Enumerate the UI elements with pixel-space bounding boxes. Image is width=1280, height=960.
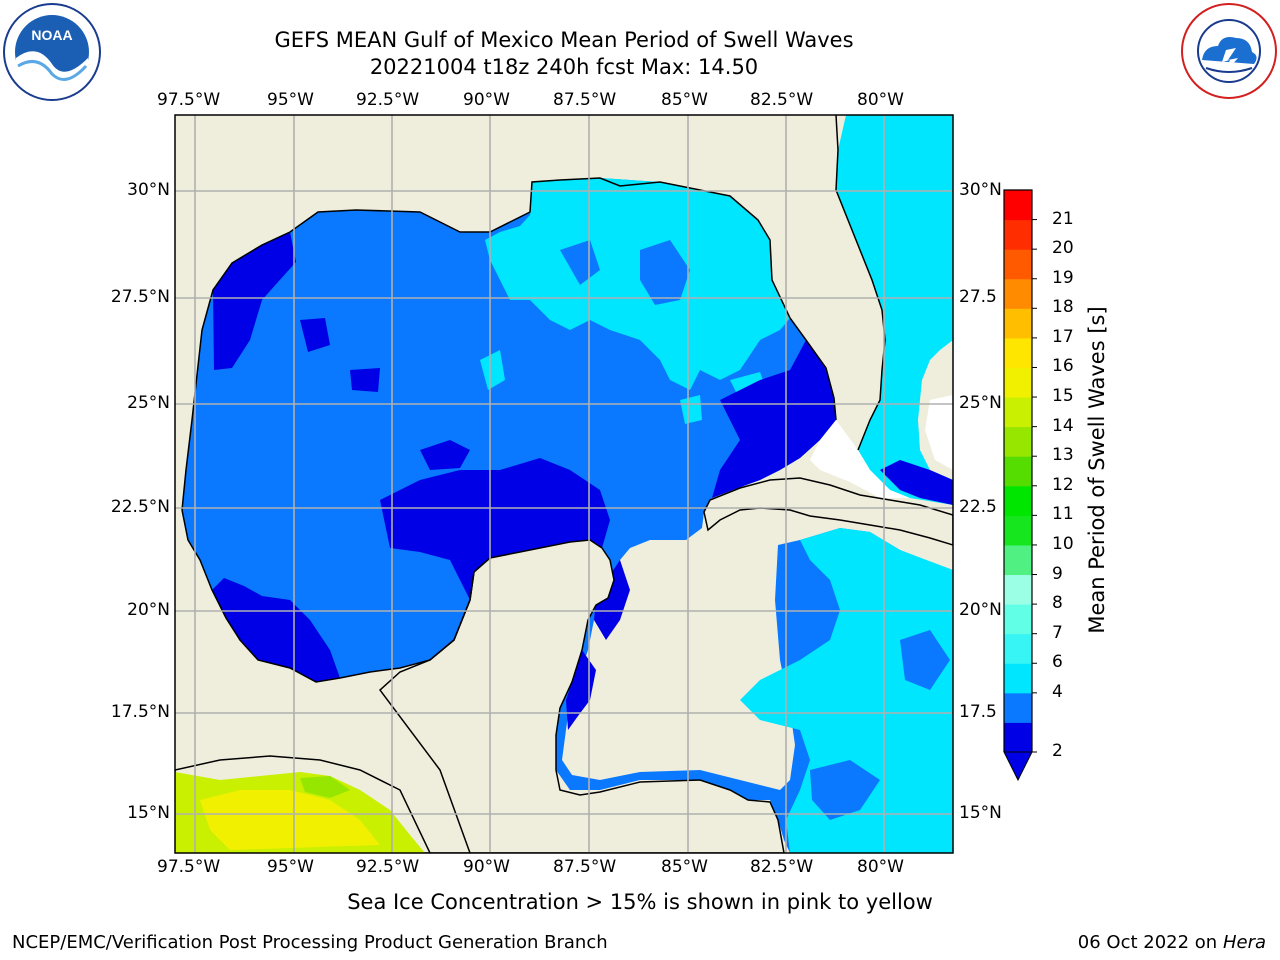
lon-label-bottom: 92.5°W	[356, 857, 420, 877]
colorbar-segment	[1004, 190, 1032, 221]
colorbar-tick-label: 14	[1052, 415, 1074, 436]
colorbar-segment	[1004, 604, 1032, 635]
lat-label-left: 27.5°N	[110, 287, 170, 307]
footer-credit: NCEP/EMC/Verification Post Processing Pr…	[12, 932, 608, 953]
colorbar-tick-label: 13	[1052, 445, 1074, 466]
lat-label-left: 20°N	[127, 600, 170, 620]
cuba-land	[703, 477, 953, 546]
cyan-swell-patch	[485, 178, 790, 390]
colorbar-tick-label: 20	[1052, 238, 1074, 259]
chart-subtitle: 20221004 t18z 240h fcst Max: 14.50	[369, 55, 759, 79]
lon-label-top: 90°W	[463, 90, 510, 110]
lon-label-bottom: 95°W	[267, 857, 314, 877]
lon-label-bottom: 82.5°W	[750, 857, 814, 877]
lat-label-left: 15°N	[127, 803, 170, 823]
lat-label-right: 17.5	[959, 702, 997, 722]
colorbar-segment	[1004, 397, 1032, 428]
colorbar-tick-label: 12	[1052, 474, 1074, 495]
dark-blue-patch	[213, 232, 296, 370]
atlantic-swell-field	[836, 115, 953, 505]
colorbar-tick-label: 4	[1052, 681, 1063, 702]
lon-label-bottom: 87.5°W	[553, 857, 617, 877]
colorbar-segment	[1004, 663, 1032, 694]
colorbar-tick-label: 17	[1052, 326, 1074, 347]
lon-label-bottom: 90°W	[463, 857, 510, 877]
yucatan-land	[175, 539, 785, 853]
colorbar-extend-arrow	[1003, 751, 1033, 782]
colorbar-segment	[1004, 633, 1032, 664]
colorbar-segment	[1004, 692, 1032, 723]
map-frame	[174, 114, 954, 854]
lon-label-top: 85°W	[661, 90, 708, 110]
colorbar-tick-label: 21	[1052, 208, 1074, 229]
lat-label-right: 27.5	[959, 287, 997, 307]
lon-label-top: 87.5°W	[553, 90, 617, 110]
lat-label-left: 25°N	[127, 393, 170, 413]
colorbar-tick-label: 6	[1052, 652, 1063, 673]
colorbar-segment	[1004, 515, 1032, 546]
lat-label-right: 25°N	[959, 393, 1002, 413]
lat-label-right: 20°N	[959, 600, 1002, 620]
colorbar-tick-label: 16	[1052, 356, 1074, 377]
colorbar-tick-label: 2	[1052, 741, 1063, 761]
colorbar-tick-label: 10	[1052, 533, 1074, 554]
colorbar-segment	[1004, 308, 1032, 339]
colorbar-tick-label: 15	[1052, 386, 1074, 407]
lat-label-left: 30°N	[127, 180, 170, 200]
footer-date: 06 Oct 2022 on Hera	[1078, 932, 1266, 953]
caribbean-cyan	[740, 528, 953, 853]
chart-title: GEFS MEAN Gulf of Mexico Mean Period of …	[274, 28, 854, 52]
colorbar-frame	[1003, 189, 1033, 752]
map-gridlines	[175, 115, 953, 853]
colorbar-segment	[1004, 337, 1032, 368]
lon-label-top: 92.5°W	[356, 90, 420, 110]
colorbar-segment	[1004, 485, 1032, 516]
noaa-logo-text: NOAA	[31, 27, 72, 43]
lon-label-top: 80°W	[857, 90, 904, 110]
lat-label-left: 22.5°N	[110, 497, 170, 517]
lat-label-right: 22.5	[959, 497, 997, 517]
colorbar-segment	[1004, 426, 1032, 457]
colorbar-segment	[1004, 722, 1032, 753]
lon-label-bottom: 85°W	[661, 857, 708, 877]
colorbar-tick-label: 8	[1052, 593, 1063, 614]
noaa-logo: NOAA	[2, 2, 102, 102]
nws-logo	[1180, 2, 1278, 100]
coastline	[181, 177, 837, 511]
colorbar-tick-label: 19	[1052, 267, 1074, 288]
lon-label-bottom: 80°W	[857, 857, 904, 877]
colorbar-segment	[1004, 278, 1032, 309]
colorbar-segment	[1004, 544, 1032, 576]
colorbar-segment	[1004, 456, 1032, 487]
lat-label-right: 15°N	[959, 803, 1002, 823]
colorbar-tick-label: 7	[1052, 622, 1063, 643]
colorbar-segment	[1004, 249, 1032, 280]
colorbar-segment	[1004, 219, 1032, 250]
colorbar-tick-label: 11	[1052, 504, 1074, 525]
colorbar-tick-label: 9	[1052, 563, 1063, 584]
colorbar-segment	[1004, 367, 1032, 398]
lon-label-bottom: 97.5°W	[157, 857, 221, 877]
colorbar-segment	[1004, 574, 1032, 605]
lon-label-top: 97.5°W	[157, 90, 221, 110]
lon-label-top: 95°W	[267, 90, 314, 110]
lat-label-right: 30°N	[959, 180, 1002, 200]
colorbar-label: Mean Period of Swell Waves [s]	[1085, 306, 1109, 634]
colorbar-tick-label: 18	[1052, 297, 1074, 318]
lon-label-top: 82.5°W	[750, 90, 814, 110]
footer-machine: Hera	[1222, 932, 1266, 953]
sea-ice-note: Sea Ice Concentration > 15% is shown in …	[347, 890, 933, 914]
footer-date-text: 06 Oct 2022 on	[1077, 932, 1218, 953]
lat-label-left: 17.5°N	[110, 702, 170, 722]
